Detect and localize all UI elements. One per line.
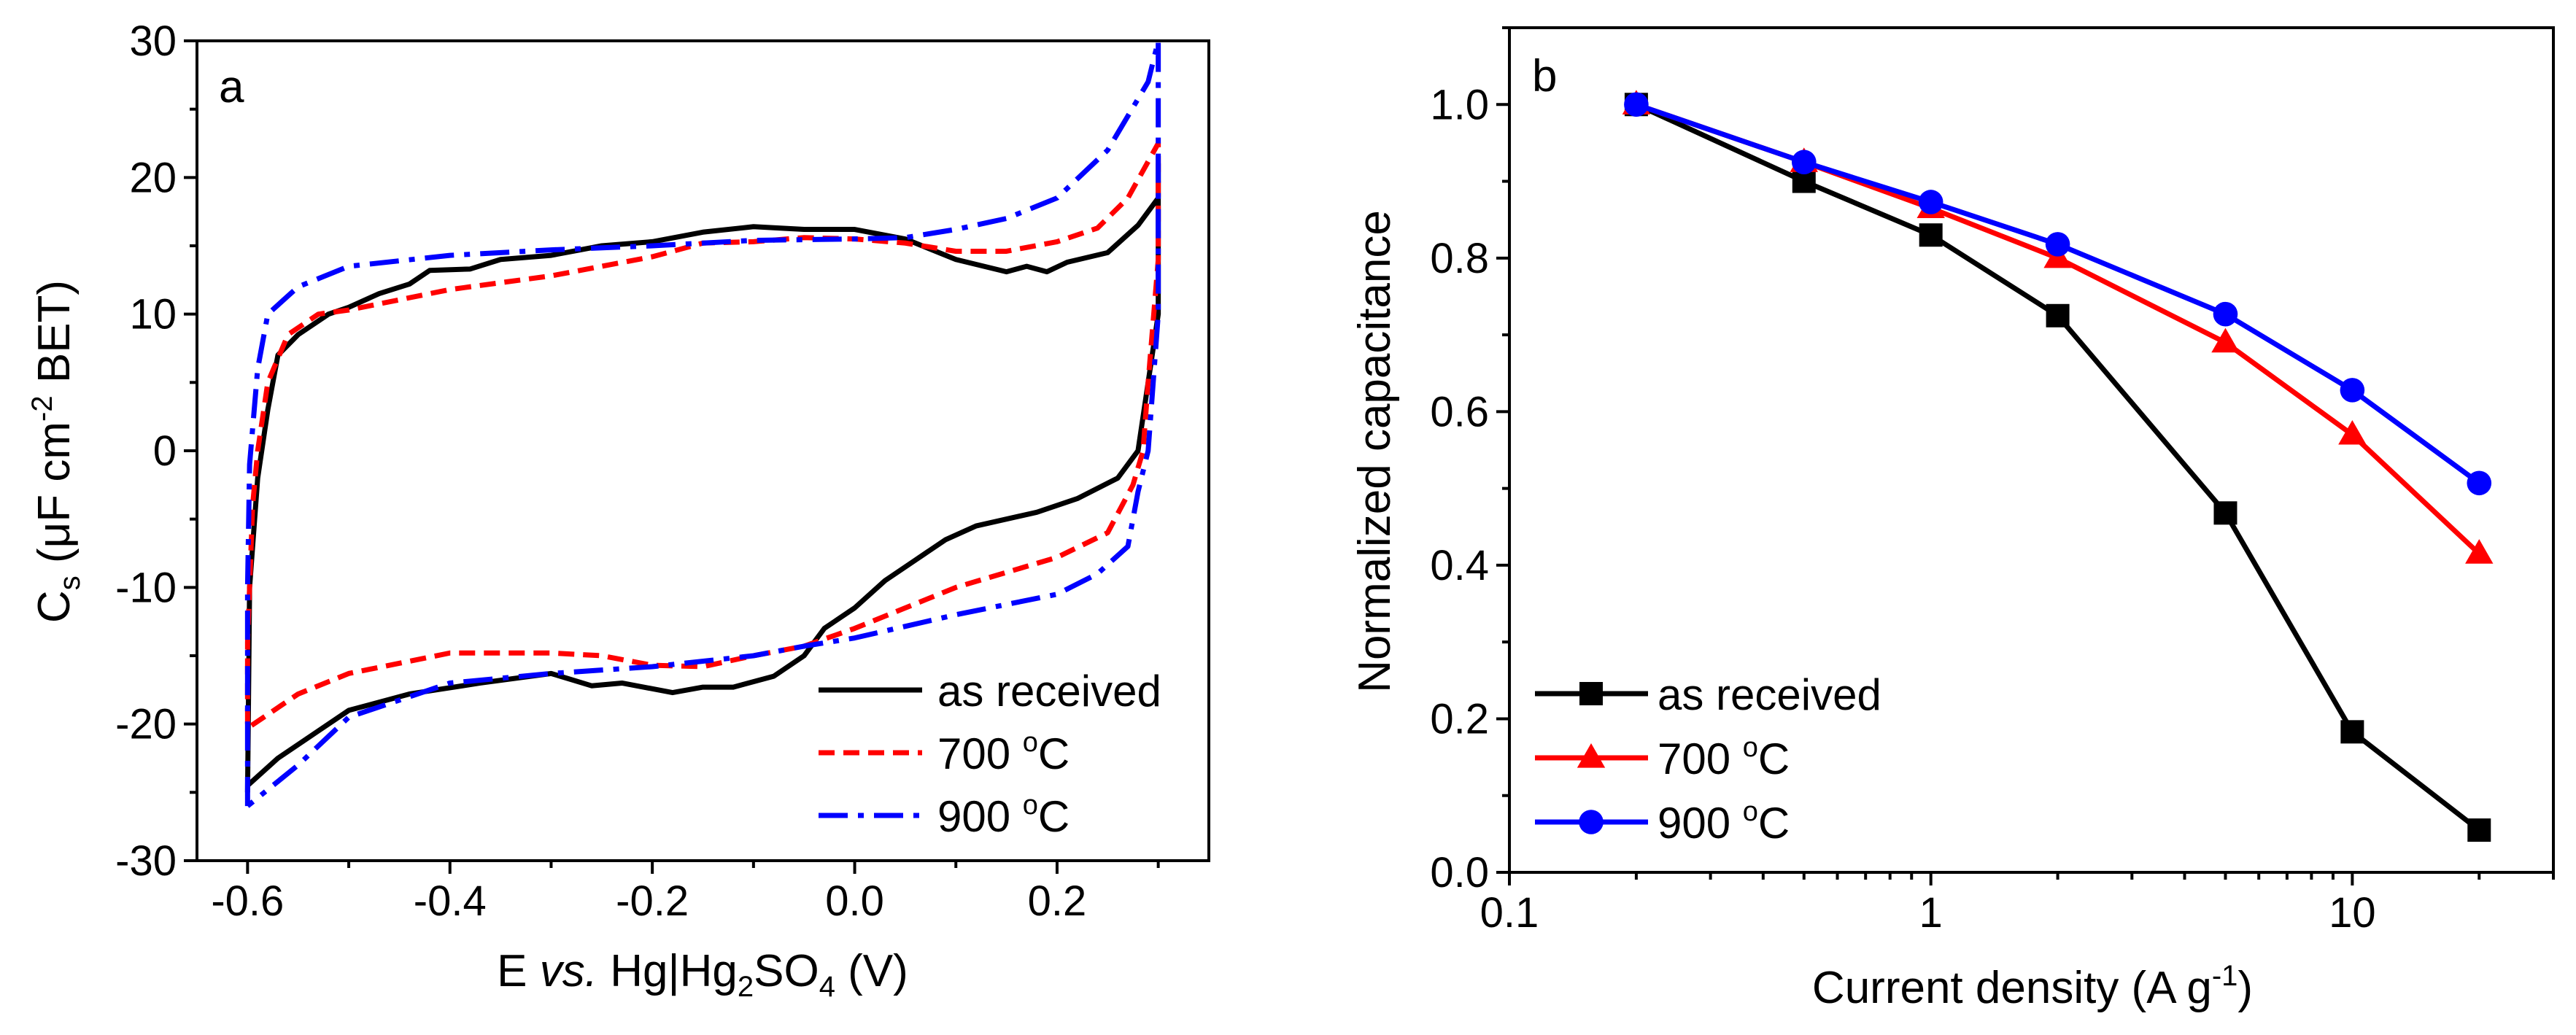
x-title-sup: -1 xyxy=(2212,960,2238,992)
panel-b-label: b xyxy=(1532,51,1557,101)
x-tick-label: 0.2 xyxy=(1028,877,1087,925)
x-title-part: (V) xyxy=(835,946,908,996)
x-title-part: Hg|Hg xyxy=(597,946,738,996)
legend-degree-sup: o xyxy=(1743,732,1758,763)
series-line-as-received xyxy=(244,161,1161,793)
legend-label: 700 oC xyxy=(1658,732,1790,783)
circle-marker xyxy=(2213,301,2238,327)
x-title-sub: 4 xyxy=(819,971,835,1003)
square-marker xyxy=(1579,682,1603,705)
legend-label-part: 700 xyxy=(1658,734,1743,783)
y-title-part: BET) xyxy=(29,280,80,395)
y-tick-label: 0.2 xyxy=(1430,695,1489,743)
square-marker xyxy=(2340,720,2364,744)
y-tick-label: 20 xyxy=(129,154,177,201)
legend-label-part: 900 xyxy=(1658,799,1743,848)
series-line-700-C xyxy=(244,141,1161,731)
circle-marker xyxy=(1791,150,1817,175)
triangle-marker xyxy=(1577,743,1606,768)
x-tick-label: 10 xyxy=(2329,889,2376,937)
x-title-part: SO xyxy=(754,946,819,996)
y-title-part: (μF cm xyxy=(29,422,80,575)
legend-label-part: C xyxy=(1758,799,1790,848)
x-title-part: E xyxy=(497,946,540,996)
x-tick-label: 0.0 xyxy=(825,877,884,925)
y-tick-label: 0.8 xyxy=(1430,235,1489,282)
panel-a-cv-chart: -0.6 -0.4 -0.2 0.0 0.2 -30 -20 -10 0 10 20 30 as rec… xyxy=(115,18,1210,925)
legend-label-part: C xyxy=(1038,792,1070,841)
y-title-part: C xyxy=(29,590,80,623)
circle-marker xyxy=(2045,232,2070,257)
legend-label-part: 700 xyxy=(937,729,1023,778)
legend-label: as received xyxy=(937,667,1161,716)
circle-marker xyxy=(2340,378,2365,403)
series-as-received xyxy=(1624,93,2491,842)
triangle-marker xyxy=(2465,539,2494,564)
series-line xyxy=(1635,101,2481,556)
y-tick-label: 30 xyxy=(129,18,177,65)
panel-a-x-axis-title: E vs. Hg|Hg2SO4 (V) xyxy=(497,946,908,1003)
panel-b-rate-chart: 0.1 1 10 0.0 0.2 0.4 0.6 0.8 1.0 as received 700 o… xyxy=(1430,26,2555,937)
square-marker xyxy=(2046,303,2070,327)
x-title-part: ) xyxy=(2237,963,2253,1013)
circle-marker xyxy=(1918,190,1943,214)
square-marker xyxy=(2467,818,2491,842)
circle-marker xyxy=(1624,92,1649,117)
x-title-italic: vs. xyxy=(540,946,597,996)
legend-label-part: C xyxy=(1758,734,1790,783)
y-tick-label: -20 xyxy=(115,701,177,748)
panel-b-y-axis-title: Normalized capacitance xyxy=(1350,210,1400,693)
legend-degree-sup: o xyxy=(1743,796,1758,827)
y-tick-label: 0.6 xyxy=(1430,388,1489,435)
circle-marker xyxy=(2467,470,2492,496)
legend-label-part: C xyxy=(1038,729,1070,778)
x-title-sub: 2 xyxy=(738,971,754,1003)
legend-label: as received xyxy=(1658,670,1881,719)
y-title-sup: -2 xyxy=(26,395,58,422)
triangle-marker xyxy=(2338,419,2367,445)
x-tick-label: -0.6 xyxy=(211,877,284,925)
x-tick-label: -0.4 xyxy=(414,877,487,925)
legend-label-part: 900 xyxy=(937,792,1023,841)
legend-label: 900 oC xyxy=(937,790,1070,841)
series-900-C xyxy=(1624,92,2492,496)
triangle-marker xyxy=(2211,327,2240,353)
y-tick-label: 0 xyxy=(153,427,177,475)
y-tick-label: 1.0 xyxy=(1430,81,1489,128)
legend-degree-sup: o xyxy=(1023,790,1038,821)
square-marker xyxy=(1919,223,1943,247)
y-title-sub: s xyxy=(54,575,86,590)
x-tick-label: -0.2 xyxy=(616,877,689,925)
y-tick-label: 0.0 xyxy=(1430,849,1489,896)
y-tick-label: 0.4 xyxy=(1430,542,1489,589)
panel-a-label: a xyxy=(219,62,244,112)
legend-label: 900 oC xyxy=(1658,796,1790,848)
x-tick-label: 0.1 xyxy=(1480,889,1539,937)
panel-a-y-axis-title: Cs (μF cm-2 BET) xyxy=(26,280,86,623)
series-line-900-C xyxy=(244,41,1161,808)
square-marker xyxy=(2213,501,2237,525)
y-tick-label: -10 xyxy=(115,564,177,611)
plot-frame xyxy=(1508,26,2555,874)
x-tick-label: 1 xyxy=(1919,889,1943,937)
panel-b-x-axis-title: Current density (A g-1) xyxy=(1812,960,2253,1013)
circle-marker xyxy=(1579,810,1604,834)
y-tick-label: -30 xyxy=(115,837,177,885)
y-tick-label: 10 xyxy=(129,291,177,338)
legend-label: 700 oC xyxy=(937,727,1070,778)
x-title-part: Current density (A g xyxy=(1812,963,2212,1013)
legend-degree-sup: o xyxy=(1023,727,1038,758)
